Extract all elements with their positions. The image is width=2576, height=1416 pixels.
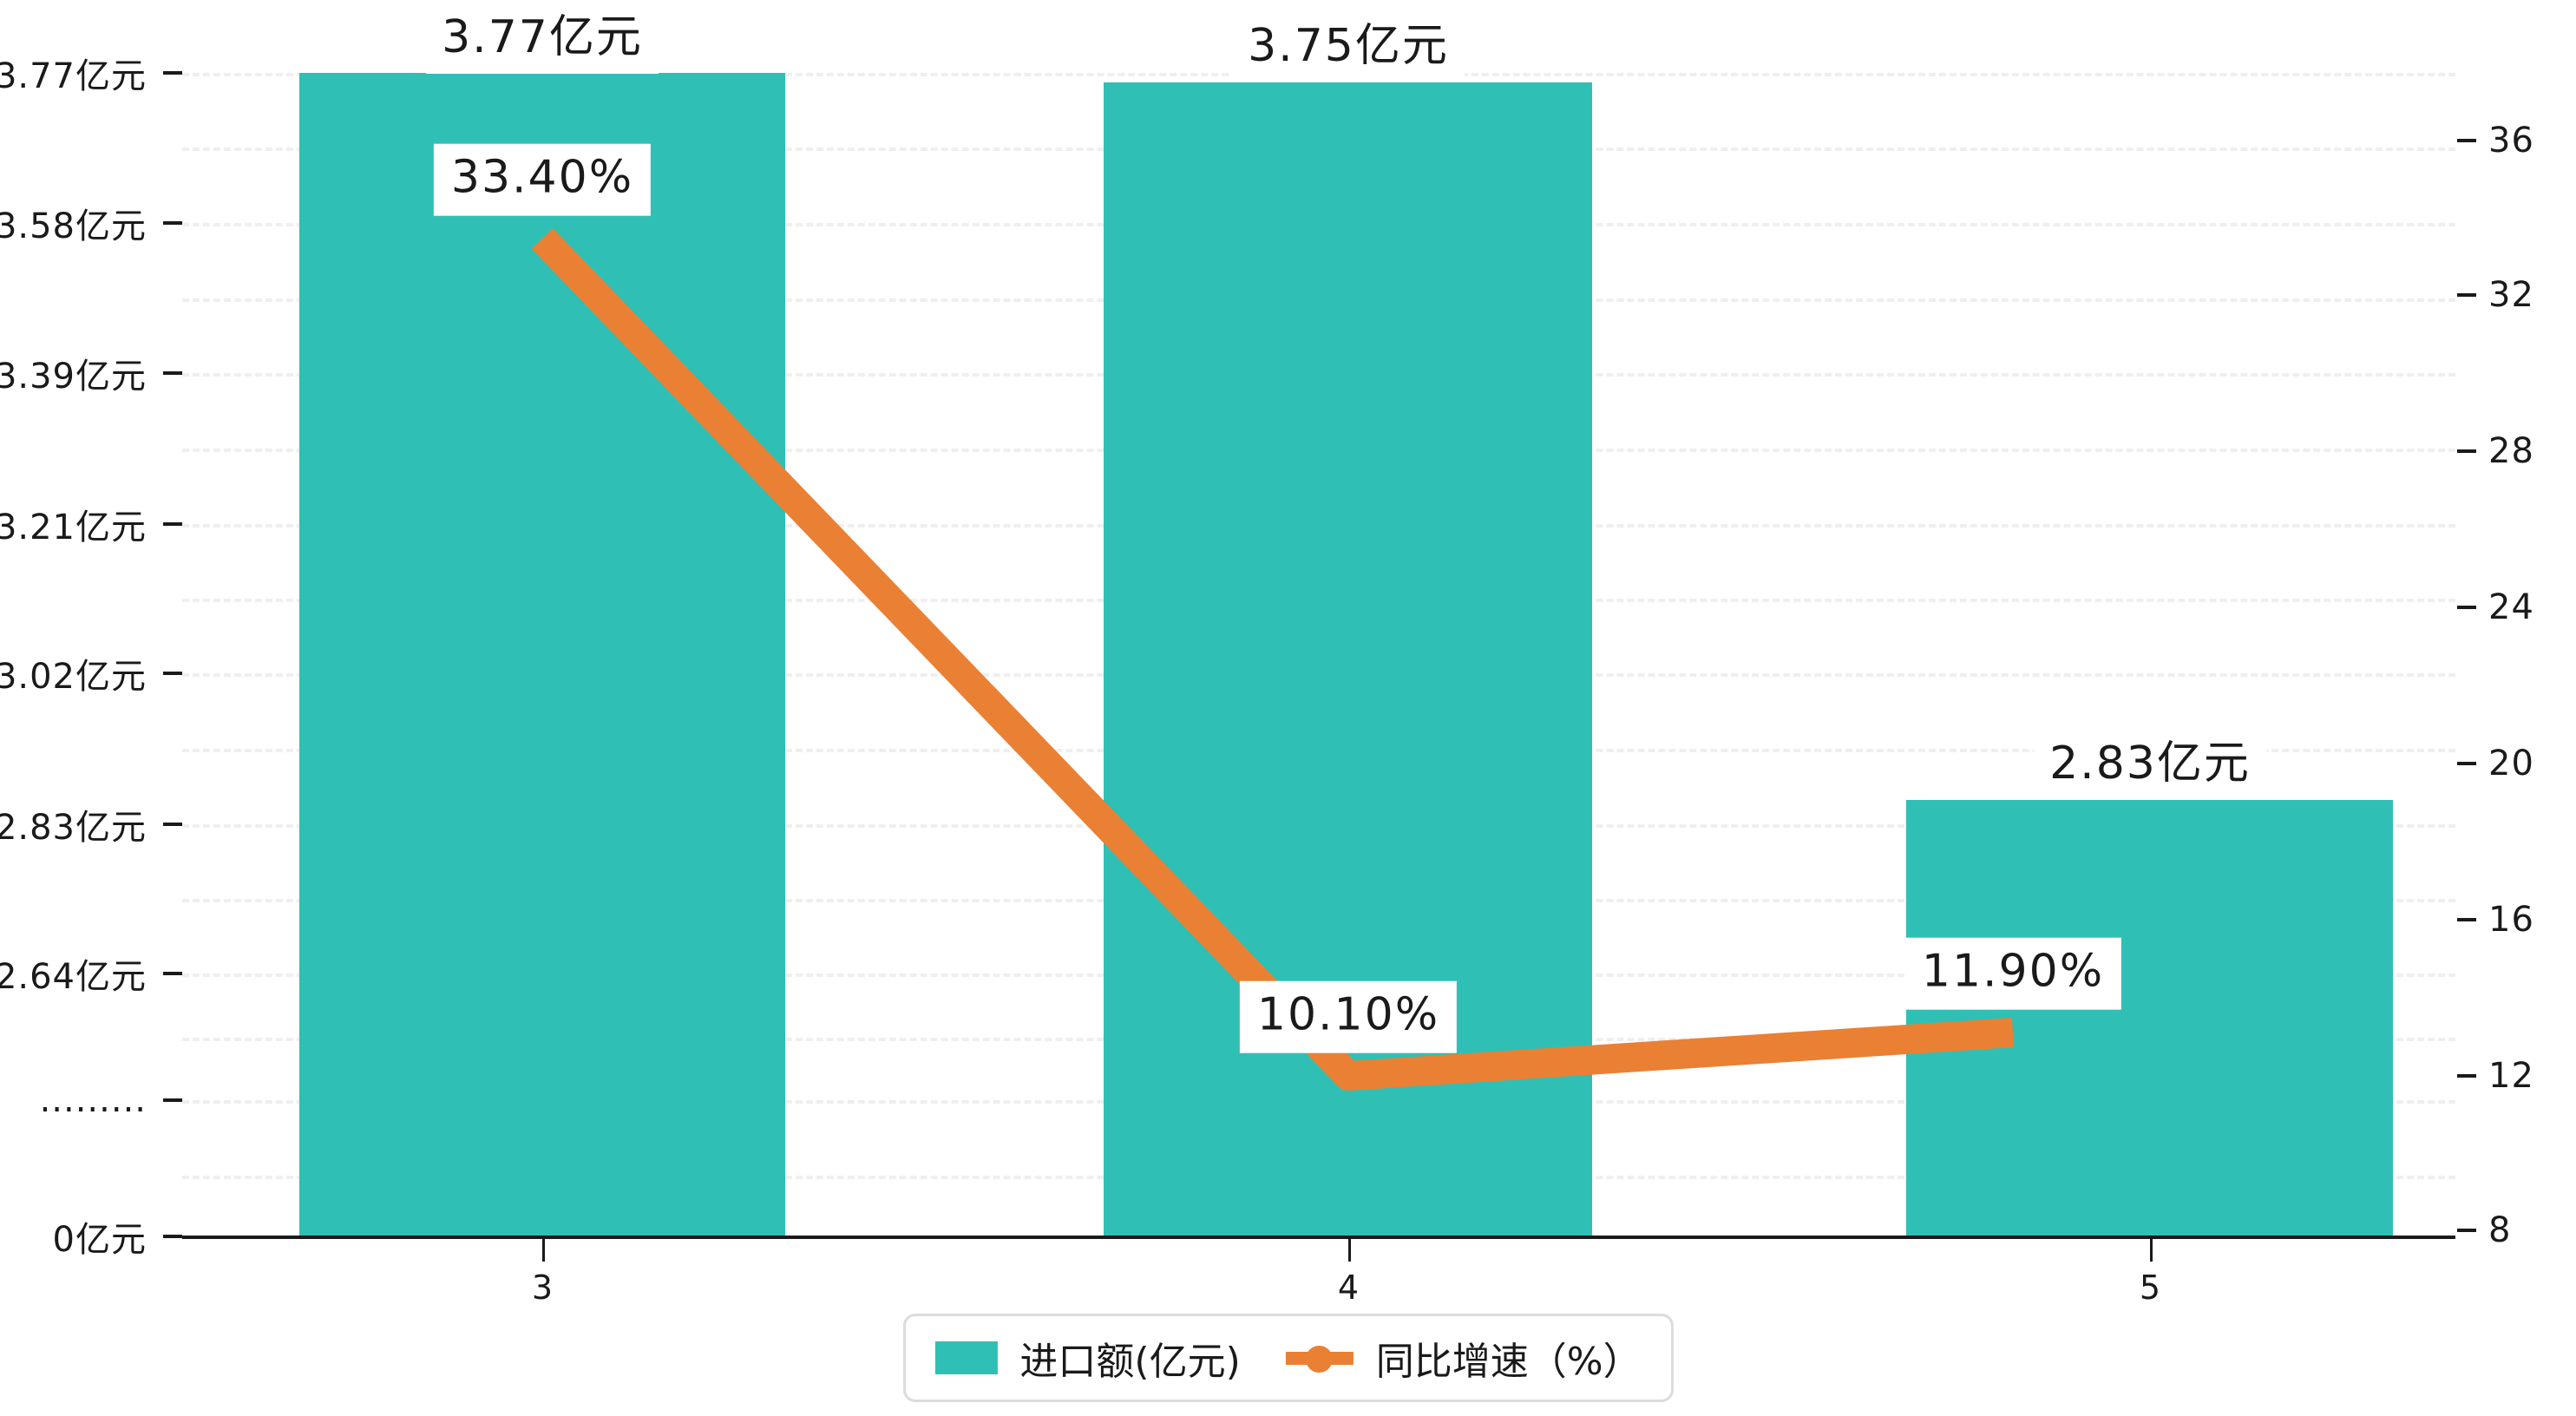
y-axis-right-tick-label: 20	[2488, 744, 2534, 783]
y-axis-left-tick-mark	[163, 672, 182, 675]
legend-line-swatch-icon	[1285, 1341, 1354, 1374]
y-axis-right-tick-mark	[2457, 1229, 2476, 1232]
bar-2024-03[interactable]	[299, 73, 785, 1236]
legend-item[interactable]: 同比增速（%）	[1285, 1330, 1642, 1386]
line-value-label: 10.10%	[1239, 980, 1458, 1053]
legend-bar-swatch-icon	[934, 1341, 998, 1374]
bar-2024-05[interactable]	[1906, 800, 2393, 1236]
y-axis-left-tick-label: 3.39亿元	[0, 357, 147, 397]
y-axis-left-tick-label: 2.83亿元	[0, 808, 147, 848]
y-axis-left-tick-mark	[163, 823, 182, 826]
line-value-label: 33.40%	[433, 143, 652, 216]
y-axis-left-tick-label: 0亿元	[52, 1220, 147, 1260]
y-axis-right-tick-mark	[2457, 1074, 2476, 1078]
y-axis-left-tick-mark	[163, 1098, 182, 1102]
legend-item[interactable]: 进口额(亿元)	[934, 1330, 1241, 1386]
x-axis-tick-mark	[2150, 1239, 2153, 1262]
y-axis-left-tick-mark	[163, 1235, 182, 1238]
y-axis-right-tick-mark	[2457, 139, 2476, 142]
y-axis-left-tick-label: .........	[39, 1080, 147, 1120]
legend-item-label: 进口额(亿元)	[1019, 1340, 1241, 1384]
y-axis-left-tick-mark	[163, 522, 182, 526]
y-axis-right-tick-mark	[2457, 293, 2476, 297]
y-axis-left-tick-mark	[163, 221, 182, 225]
bar-value-label: 2.83亿元	[2034, 731, 2266, 800]
bar-2024-04[interactable]	[1104, 82, 1592, 1236]
x-axis-tick-label: 5	[2139, 1268, 2161, 1307]
y-axis-right-tick-mark	[2457, 918, 2476, 921]
y-axis-right-tick-label: 36	[2488, 121, 2534, 161]
y-axis-left-tick-label: 3.02亿元	[0, 657, 147, 697]
x-axis-tick-mark	[542, 1239, 545, 1262]
x-axis-tick-mark	[1348, 1239, 1351, 1262]
y-axis-right-tick-mark	[2457, 449, 2476, 453]
line-value-label: 11.90%	[1904, 937, 2122, 1010]
y-axis-left-tick-label: 3.58亿元	[0, 206, 147, 246]
x-axis-tick-label: 3	[531, 1268, 554, 1307]
y-axis-right-tick-mark	[2457, 606, 2476, 609]
y-axis-right-tick-label: 32	[2488, 275, 2534, 315]
x-axis-tick-label: 4	[1337, 1268, 1360, 1307]
y-axis-left-tick-mark	[163, 71, 182, 75]
bar-value-label: 3.77亿元	[426, 5, 659, 74]
y-axis-right-tick-label: 8	[2488, 1210, 2512, 1250]
y-axis-right-tick-label: 12	[2488, 1056, 2534, 1096]
y-axis-right-tick-label: 16	[2488, 900, 2534, 940]
y-axis-left-tick-mark	[163, 972, 182, 975]
y-axis-right-tick-mark	[2457, 762, 2476, 765]
y-axis-left-tick-mark	[163, 371, 182, 375]
y-axis-right-tick-label: 28	[2488, 431, 2534, 471]
chart-legend[interactable]: 进口额(亿元) 同比增速（%）	[902, 1314, 1674, 1402]
y-axis-right-tick-label: 24	[2488, 587, 2534, 627]
y-axis-left-tick-label: 2.64亿元	[0, 957, 147, 997]
y-axis-left-tick-label: 3.21亿元	[0, 508, 147, 547]
legend-line-marker-icon	[1305, 1346, 1333, 1373]
x-axis-line	[182, 1236, 2455, 1239]
y-axis-left-tick-label: 3.77亿元	[0, 56, 147, 96]
legend-item-label: 同比增速（%）	[1375, 1340, 1642, 1384]
bar-value-label: 3.75亿元	[1232, 14, 1465, 82]
